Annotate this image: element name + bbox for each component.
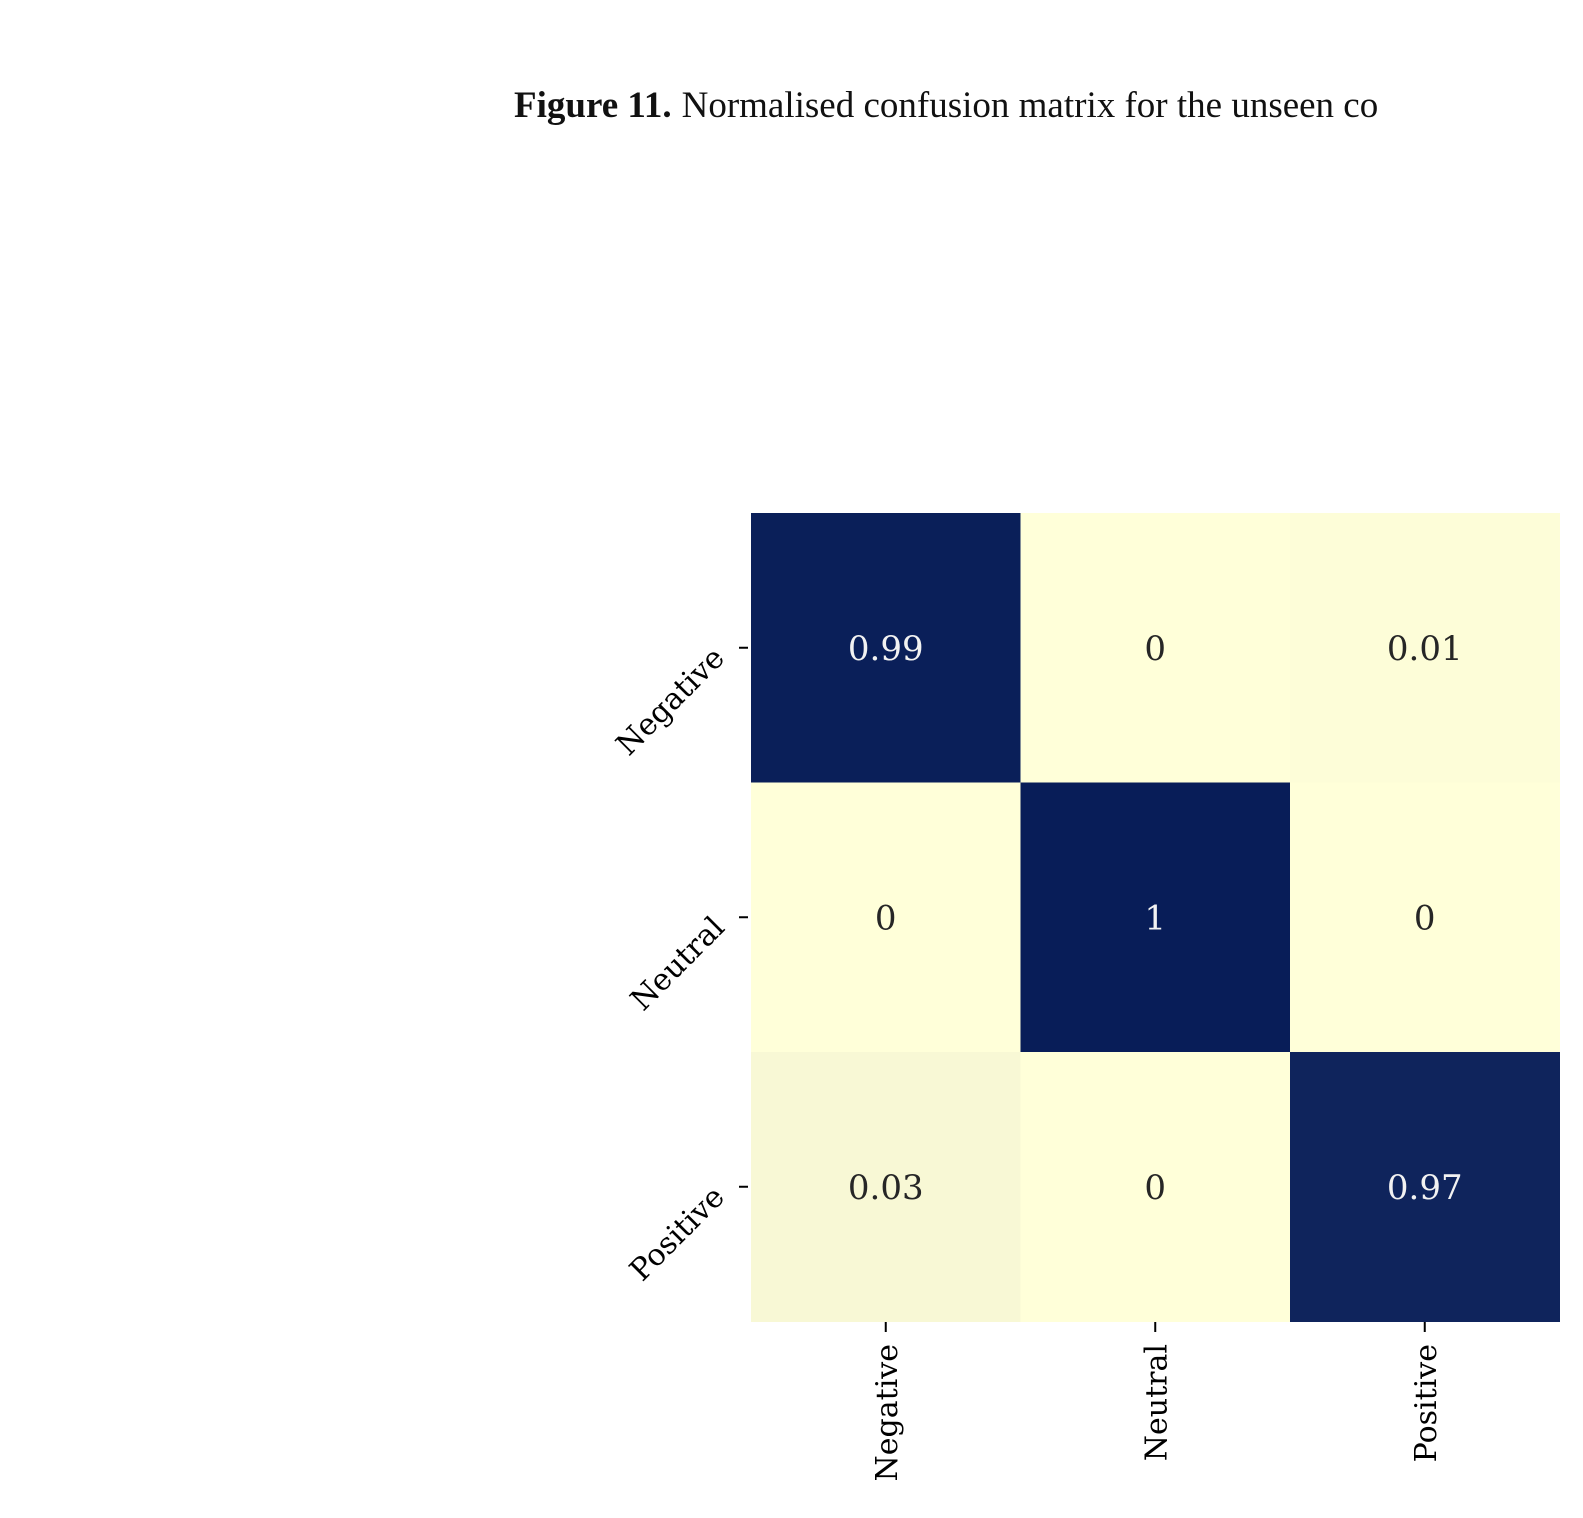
heatmap-cell [1290,513,1560,783]
heatmap-cell [751,513,1021,783]
heatmap-cell [1020,513,1291,783]
heatmap-cell [1290,782,1560,1053]
y-tick-label: Negative [610,641,732,763]
cell-value-label: 0 [1144,1168,1166,1208]
cell-value-label: 0.01 [1387,629,1463,669]
x-tick-label: Positive [1409,1344,1444,1462]
caption-text: Normalised confusion matrix for the unse… [681,85,1379,126]
cell-value-label: 0.97 [1387,1168,1463,1208]
figure-label: Figure 11. [514,85,672,126]
cell-value-label: 0 [875,898,897,938]
heatmap-cell [751,782,1021,1053]
cell-value-label: 0 [1144,629,1166,669]
cell-value-label: 0.99 [848,629,924,669]
cell-value-label: 0.03 [848,1168,924,1208]
heatmap-cell [1020,782,1291,1053]
figure-caption: Figure 11. Normalised confusion matrix fo… [514,84,1378,127]
heatmap-cell [1020,1052,1291,1322]
x-tick-label: Negative [870,1344,905,1481]
y-tick-label: Positive [623,1180,731,1288]
heatmap-cell [751,1052,1021,1322]
cell-value-label: 1 [1144,898,1166,938]
heatmap-cell [1290,1052,1560,1322]
y-tick-label: Neutral [624,910,732,1018]
x-tick-label: Neutral [1139,1344,1174,1461]
cell-value-label: 0 [1414,898,1436,938]
